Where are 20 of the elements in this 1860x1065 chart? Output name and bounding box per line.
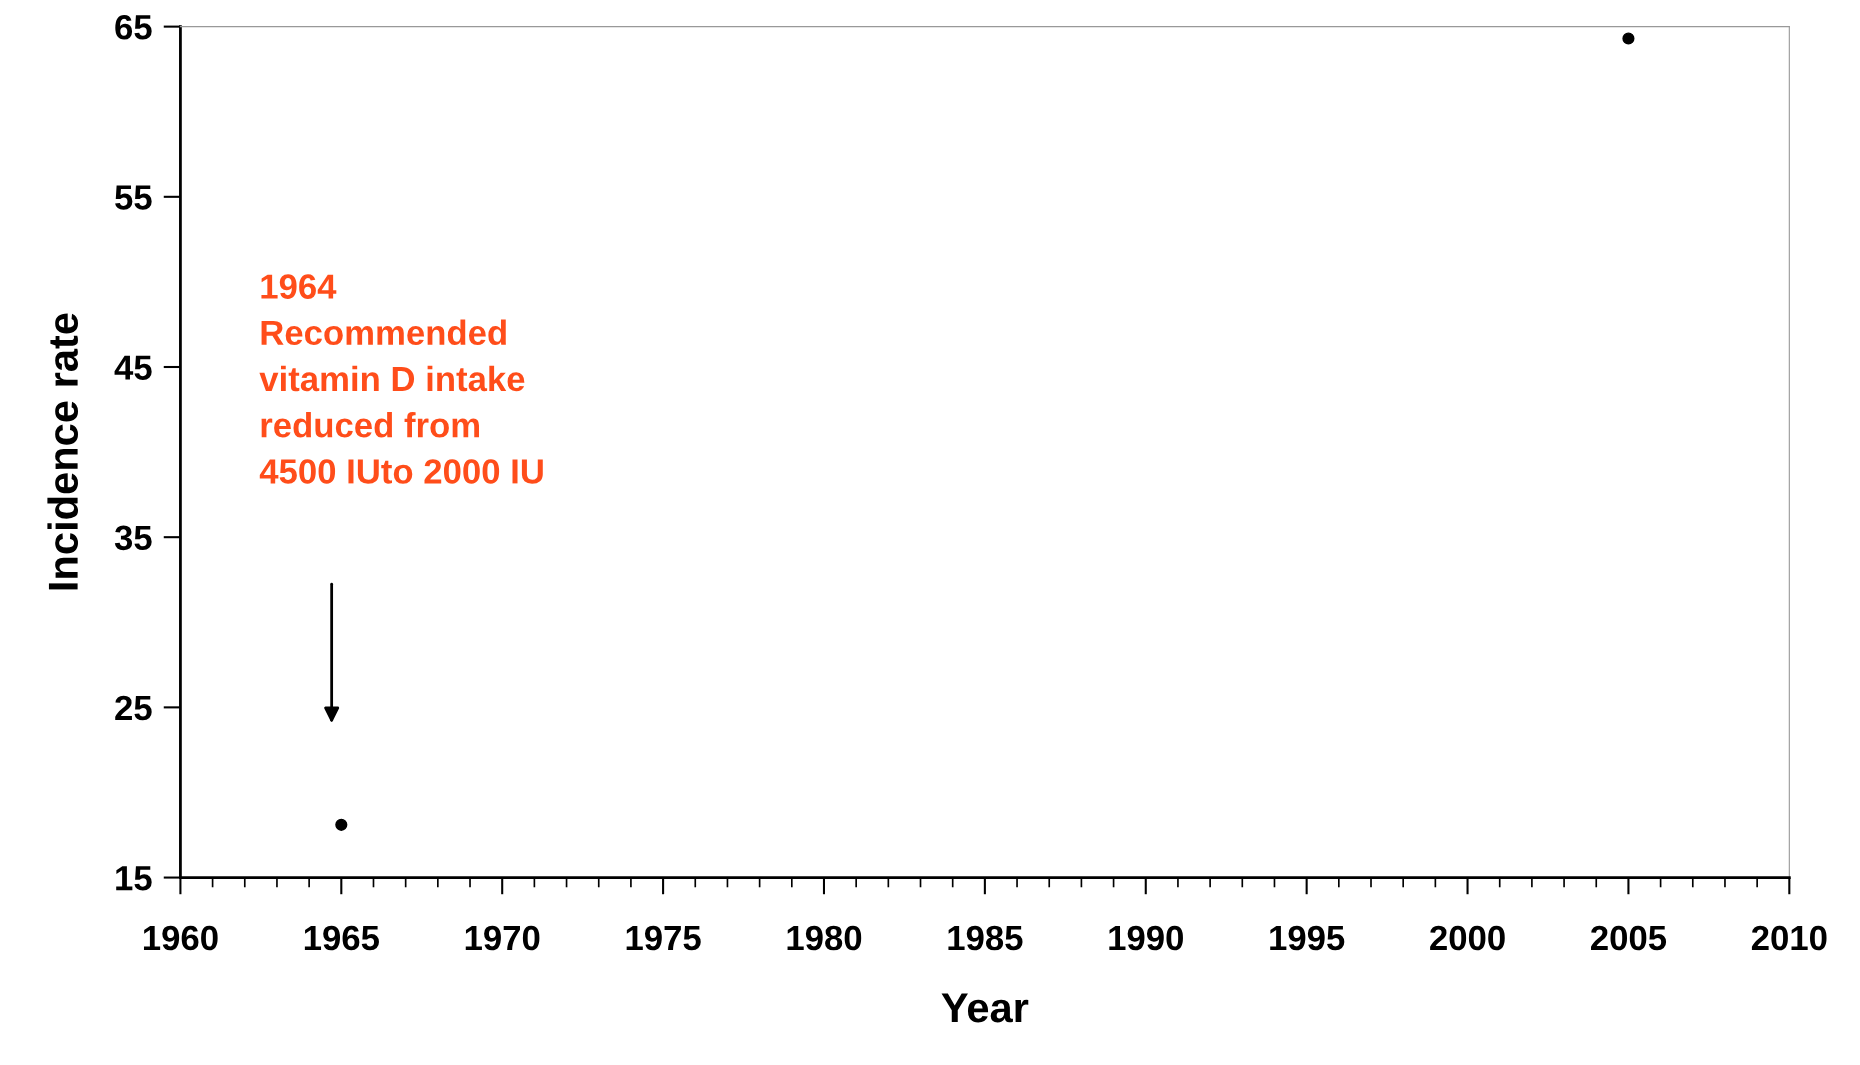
x-tick-label: 1970 xyxy=(465,925,540,951)
x-tick-label: 1960 xyxy=(143,925,218,951)
annotation: 1964 Recommended vitamin D intake reduced from 4500 IUto 2000 IU xyxy=(259,274,543,484)
y-tick-label: 15 xyxy=(116,866,152,891)
y-tick-label: 55 xyxy=(115,185,152,210)
y-tick-label: 35 xyxy=(114,525,152,551)
y-axis-title: Incidence rate xyxy=(47,313,79,590)
x-tick-label: 2005 xyxy=(1591,925,1667,951)
x-tick-label: 1980 xyxy=(787,925,862,951)
x-tick-label: 1990 xyxy=(1109,925,1183,951)
y-tick-label: 65 xyxy=(115,14,152,40)
x-axis-title: Year xyxy=(941,993,1029,1023)
x-tick-label: 2010 xyxy=(1751,925,1827,951)
y-tick-label: 45 xyxy=(114,355,152,380)
x-tick-label: 1975 xyxy=(626,925,701,951)
y-tick-label: 25 xyxy=(115,695,152,721)
x-tick-label: 1965 xyxy=(304,925,379,951)
x-tick-label: 1995 xyxy=(1270,925,1345,951)
x-tick-label: 2000 xyxy=(1430,925,1505,951)
x-tick-label: 1985 xyxy=(948,925,1023,951)
